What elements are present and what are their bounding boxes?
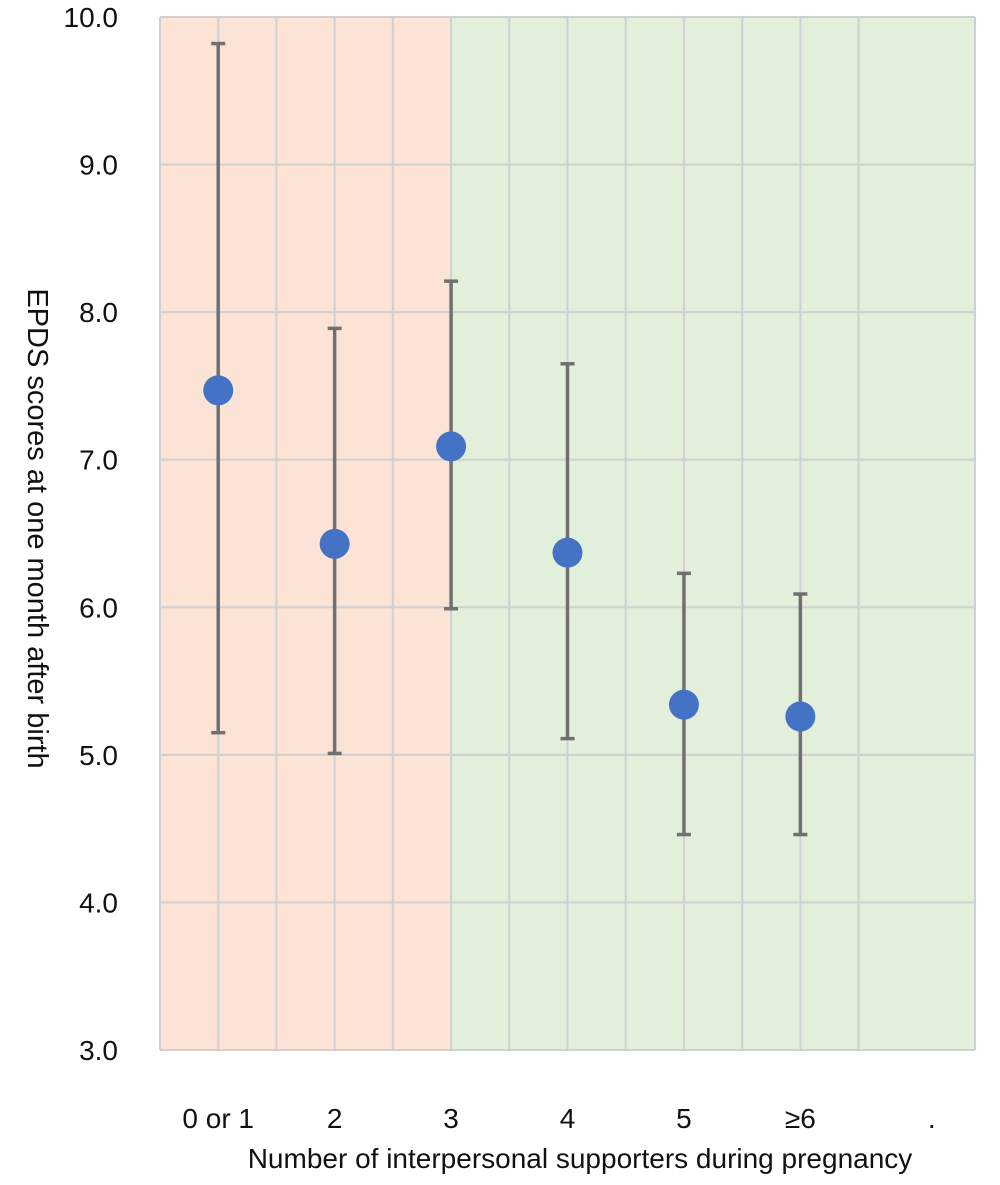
x-tick-label: 2 — [327, 1103, 343, 1134]
y-tick-labels: 3.0 4.0 5.0 6.0 7.0 8.0 9.0 10.0 — [64, 2, 119, 1066]
background-band-1 — [160, 17, 452, 1050]
x-tick-label: ≥6 — [785, 1103, 816, 1134]
y-tick-label: 9.0 — [79, 150, 118, 181]
x-tick-label: 5 — [676, 1103, 692, 1134]
y-tick-label: 10.0 — [64, 2, 119, 33]
y-tick-label: 3.0 — [79, 1035, 118, 1066]
x-tick-labels: 0 or 1 2 3 4 5 ≥6. — [182, 1103, 935, 1134]
data-point — [203, 375, 234, 406]
y-axis-label: EPDS scores at one month after birth — [21, 288, 53, 768]
background-bands — [160, 17, 976, 1050]
x-tick-label: 4 — [560, 1103, 576, 1134]
data-points — [203, 375, 816, 732]
data-point — [319, 528, 350, 559]
x-axis-label: Number of interpersonal supporters durin… — [248, 1143, 913, 1174]
x-tick-label: 3 — [443, 1103, 459, 1134]
y-tick-label: 4.0 — [79, 887, 118, 918]
data-point — [785, 701, 816, 732]
background-band-2 — [451, 17, 976, 1050]
y-tick-label: 7.0 — [79, 445, 118, 476]
x-tick-label: . — [928, 1103, 936, 1134]
y-tick-label: 5.0 — [79, 740, 118, 771]
data-point — [668, 689, 699, 720]
data-point — [552, 537, 583, 568]
x-tick-label: 0 or 1 — [182, 1103, 254, 1134]
y-tick-label: 8.0 — [79, 297, 118, 328]
data-point — [436, 431, 467, 462]
y-tick-label: 6.0 — [79, 592, 118, 623]
